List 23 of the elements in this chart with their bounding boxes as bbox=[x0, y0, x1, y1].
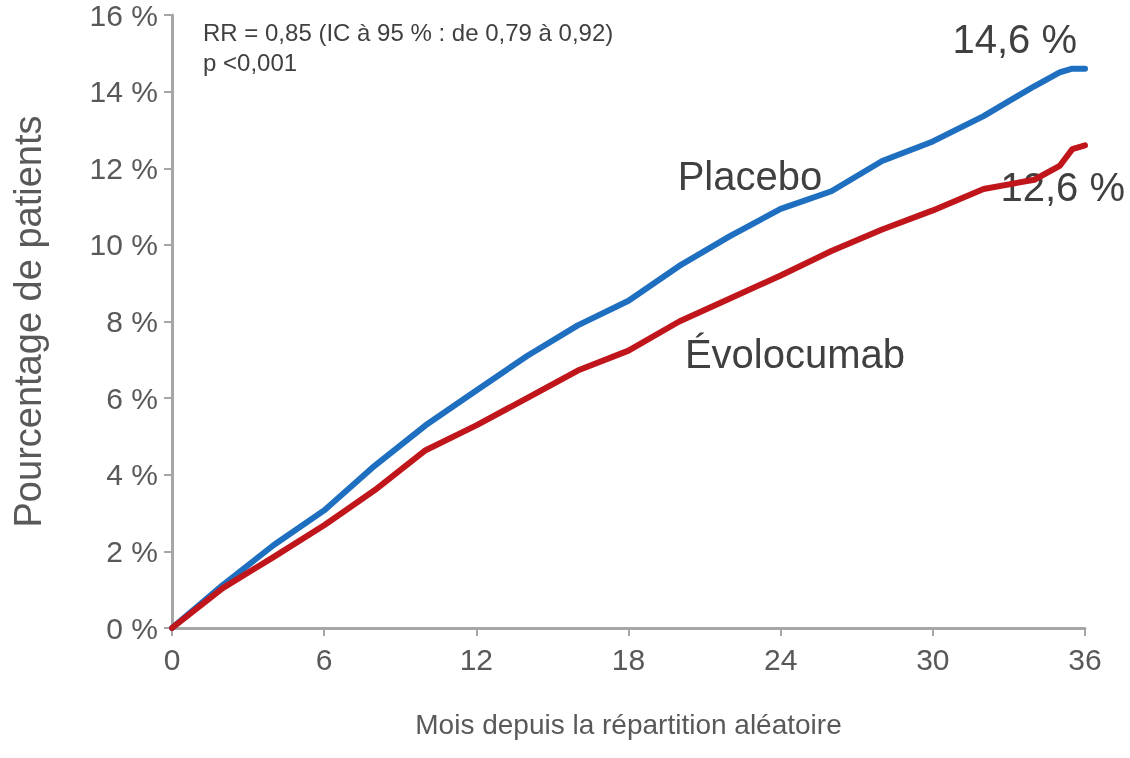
x-tick-label: 0 bbox=[163, 642, 181, 676]
x-tick-label: 36 bbox=[1068, 642, 1102, 676]
x-tick-label: 30 bbox=[916, 642, 950, 676]
series-label: Placebo bbox=[677, 154, 823, 199]
annotation: RR = 0,85 (IC à 95 % : de 0,79 à 0,92) bbox=[203, 18, 614, 46]
annotation: 14,6 % bbox=[952, 16, 1077, 61]
x-tick-label: 18 bbox=[611, 642, 646, 676]
x-axis-title: Mois depuis la répartition aléatoire bbox=[415, 708, 842, 740]
y-tick-label: 10 % bbox=[89, 228, 158, 262]
y-tick-label: 0 % bbox=[106, 611, 158, 645]
annotation: p <0,001 bbox=[203, 48, 298, 76]
x-tick-label: 24 bbox=[763, 642, 798, 676]
x-tick-label: 12 bbox=[459, 642, 494, 676]
y-axis-title: Pourcentage de patients bbox=[7, 115, 49, 528]
y-tick-label: 8 % bbox=[106, 305, 158, 338]
series-label: Évolocumab bbox=[684, 331, 906, 376]
y-tick-label: 4 % bbox=[106, 458, 158, 492]
y-tick-label: 16 % bbox=[89, 0, 158, 32]
y-tick-label: 2 % bbox=[106, 534, 158, 568]
y-tick-label: 14 % bbox=[89, 75, 158, 109]
x-tick-label: 6 bbox=[315, 642, 333, 676]
y-tick-label: 6 % bbox=[106, 381, 158, 415]
y-tick-label: 12 % bbox=[89, 151, 158, 185]
